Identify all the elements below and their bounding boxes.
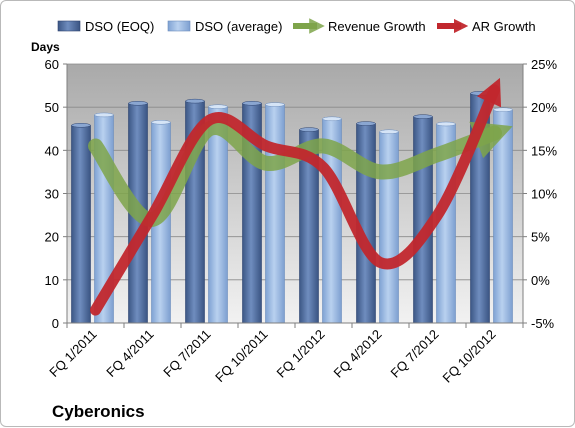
legend-label-dso-eoq: DSO (EOQ) (85, 19, 154, 34)
bar-dso-average (379, 131, 399, 324)
left-axis-title: Days (31, 40, 60, 54)
right-tick-label: 20% (531, 100, 557, 115)
legend-label-ar-growth: AR Growth (472, 19, 536, 34)
bar-top-dso-eoq (413, 114, 433, 119)
bar-top-dso-average (322, 116, 342, 122)
x-tick-label: FQ 10/2011 (212, 327, 270, 385)
left-tick-label: 0 (52, 316, 59, 331)
right-tick-label: 15% (531, 143, 557, 158)
bar-top-dso-eoq (299, 127, 319, 132)
right-tick-label: 5% (531, 230, 550, 245)
bar-top-dso-average (379, 129, 399, 135)
left-tick-label: 40 (45, 143, 59, 158)
x-tick-label: FQ 4/2012 (331, 327, 385, 381)
bar-top-dso-eoq (128, 101, 148, 106)
bar-dso-average (493, 109, 513, 324)
right-tick-label: 0% (531, 273, 550, 288)
left-tick-label: 30 (45, 187, 59, 202)
legend-label-dso-average: DSO (average) (195, 19, 282, 34)
x-tick-label: FQ 1/2011 (46, 327, 99, 380)
left-tick-label: 10 (45, 273, 59, 288)
bar-top-dso-eoq (185, 98, 205, 104)
right-tick-label: 25% (531, 57, 557, 72)
legend-swatch-dso-eoq (57, 20, 81, 32)
left-tick-label: 50 (45, 100, 59, 115)
legend-label-revenue-growth: Revenue Growth (328, 19, 426, 34)
bar-top-dso-eoq (242, 101, 262, 106)
line-ar-growth (90, 77, 502, 316)
bar-top-dso-eoq (71, 123, 91, 128)
company-title: Cyberonics (52, 402, 145, 421)
bar-top-dso-average (94, 112, 114, 118)
x-tick-label: FQ 7/2012 (388, 327, 442, 381)
x-tick-label: FQ 7/2011 (160, 327, 213, 380)
bar-dso-average (265, 104, 285, 324)
x-tick-label: FQ 4/2011 (103, 327, 156, 380)
legend: DSO (EOQ) DSO (average) Revenue Growth A… (57, 18, 536, 34)
right-tick-label: 10% (531, 187, 557, 202)
left-tick-label: 20 (45, 230, 59, 245)
growth-lines (88, 77, 513, 316)
bar-dso-eoq (71, 124, 91, 324)
right-tick-label: -5% (531, 316, 555, 331)
bar-top-dso-average (493, 107, 513, 113)
bar-top-dso-average (208, 104, 228, 109)
x-tick-label: FQ 10/2012 (439, 327, 498, 386)
legend-swatch-dso-average (167, 20, 191, 32)
bar-top-dso-average (265, 102, 285, 107)
bar-top-dso-average (151, 120, 171, 125)
bar-top-dso-eoq (356, 121, 376, 126)
left-tick-label: 60 (45, 57, 59, 72)
x-tick-label: FQ 1/2012 (274, 327, 328, 381)
bar-top-dso-average (436, 121, 456, 127)
